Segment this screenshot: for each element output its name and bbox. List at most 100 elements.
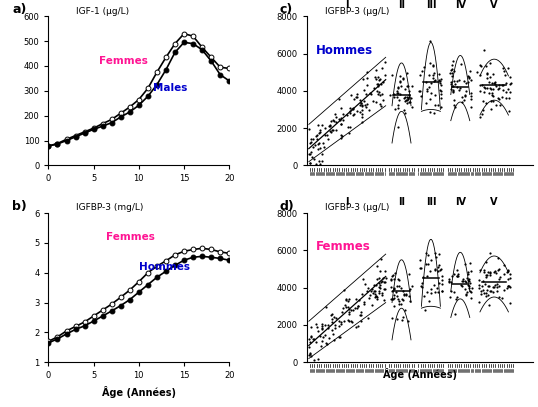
Point: [447, 81, 455, 88]
Point: [421, 100, 430, 106]
Point: [452, 267, 461, 274]
Point: [408, 104, 416, 111]
Point: [372, 282, 380, 289]
Point: [316, 160, 324, 167]
Point: [426, 268, 434, 274]
Point: [483, 70, 492, 77]
Point: [331, 325, 339, 332]
Point: [463, 277, 472, 284]
Point: [466, 268, 475, 274]
Point: [344, 304, 352, 311]
Point: [360, 280, 369, 287]
Point: [416, 265, 425, 271]
Point: [421, 306, 429, 313]
Point: [393, 85, 402, 91]
Point: [404, 96, 412, 103]
Point: [358, 110, 367, 117]
Point: [357, 309, 365, 315]
Point: [365, 295, 373, 301]
Point: [305, 344, 314, 350]
Point: [339, 287, 348, 293]
Point: [317, 122, 326, 128]
Point: [490, 268, 498, 275]
Point: [306, 140, 315, 147]
Point: [402, 292, 410, 298]
Point: [489, 92, 498, 99]
Point: [309, 335, 317, 342]
Point: [401, 306, 409, 313]
Point: [463, 269, 472, 276]
Point: [395, 97, 404, 104]
Point: [335, 322, 344, 329]
Point: [349, 106, 358, 112]
Point: [390, 276, 399, 282]
Point: [494, 282, 503, 289]
Point: [498, 94, 506, 101]
Point: [437, 287, 446, 294]
Point: [482, 259, 490, 265]
Point: [349, 112, 357, 119]
Point: [327, 311, 336, 317]
Point: [492, 270, 500, 276]
Point: [319, 140, 328, 146]
Point: [342, 304, 351, 311]
Point: [360, 101, 369, 108]
Point: [321, 322, 329, 328]
Point: [358, 76, 367, 82]
Point: [313, 136, 321, 142]
Point: [360, 98, 369, 105]
Point: [448, 83, 457, 89]
Point: [479, 47, 488, 53]
Point: [394, 105, 403, 112]
Point: [407, 95, 416, 101]
Point: [454, 273, 463, 279]
Point: [438, 273, 447, 280]
Point: [362, 91, 371, 97]
Point: [500, 287, 508, 293]
Point: [344, 311, 353, 317]
Point: [453, 77, 462, 84]
Point: [401, 98, 409, 104]
Point: [504, 86, 512, 93]
Point: [347, 318, 356, 324]
Point: [390, 291, 398, 298]
Point: [495, 276, 504, 282]
Point: [328, 127, 336, 133]
Point: [390, 285, 399, 292]
Text: V: V: [491, 0, 498, 10]
Point: [306, 350, 315, 356]
Point: [398, 314, 407, 320]
Point: [488, 89, 497, 96]
Point: [374, 88, 383, 95]
Point: [335, 318, 343, 324]
Point: [354, 302, 363, 309]
Point: [336, 120, 345, 127]
Point: [484, 282, 493, 289]
Point: [447, 279, 455, 286]
Point: [394, 84, 403, 90]
Point: [352, 91, 361, 98]
Point: [415, 257, 424, 264]
Point: [462, 80, 471, 87]
Point: [486, 287, 495, 294]
Point: [337, 114, 345, 121]
Point: [475, 277, 483, 284]
Point: [390, 295, 399, 301]
Point: [449, 87, 457, 94]
Point: [503, 268, 512, 275]
Point: [357, 291, 366, 298]
Point: [466, 294, 475, 301]
Point: [345, 108, 354, 114]
Point: [450, 68, 458, 74]
Point: [322, 304, 330, 310]
Point: [357, 318, 365, 324]
Point: [318, 151, 327, 157]
Point: [363, 74, 371, 81]
Point: [386, 277, 395, 284]
Text: III: III: [426, 197, 436, 207]
Point: [423, 289, 431, 295]
Point: [314, 328, 322, 334]
Point: [397, 82, 405, 89]
Point: [387, 296, 395, 302]
Point: [317, 338, 326, 344]
